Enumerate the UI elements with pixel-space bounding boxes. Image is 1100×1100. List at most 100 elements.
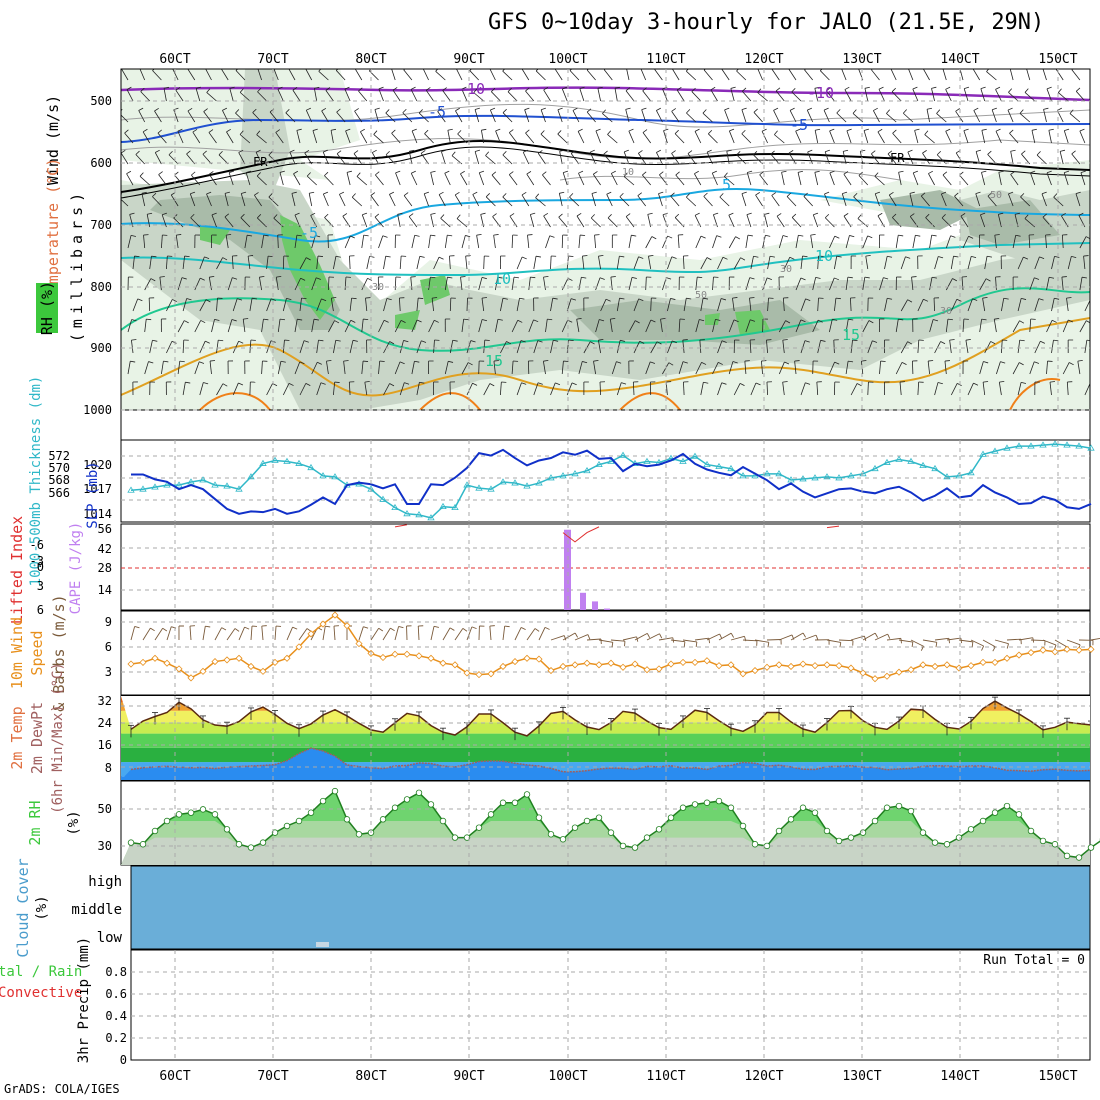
wind-barb xyxy=(589,152,596,165)
wind-barb xyxy=(775,90,785,102)
wind-barb-flag xyxy=(625,213,631,217)
wind-barb xyxy=(1071,69,1081,81)
wind-barb-flag xyxy=(721,340,727,343)
wind-barb xyxy=(967,298,973,312)
wind-barb xyxy=(1021,153,1031,165)
rh-point xyxy=(271,829,279,836)
wind-barb-flag xyxy=(150,627,155,632)
wind-barb-flag xyxy=(740,257,746,261)
wind-barb-flag xyxy=(587,634,591,640)
wind-barb xyxy=(741,90,752,102)
wind-barb-flag xyxy=(935,642,938,648)
thickness-point xyxy=(967,469,975,476)
wind-barb-flag xyxy=(543,359,549,362)
wind-point xyxy=(475,671,483,679)
wind-barb xyxy=(189,626,192,641)
wind-barb-flag xyxy=(952,278,958,282)
wind-barb-flag xyxy=(1007,107,1013,111)
wind-barb xyxy=(324,175,334,186)
time-label: 140CT xyxy=(940,1069,979,1084)
wind-barb-flag xyxy=(457,130,462,135)
wind-barb-flag xyxy=(826,87,831,92)
wind-barb xyxy=(817,340,821,354)
wind-barb xyxy=(908,69,914,81)
wind-barb xyxy=(483,340,486,354)
wind-barb-flag xyxy=(159,276,165,278)
wind-barb xyxy=(255,152,262,165)
rh2m-unit: (%) xyxy=(66,810,82,835)
y-tick-label: 0.4 xyxy=(105,1009,127,1023)
wind-barb-flag xyxy=(598,254,604,257)
wind-barb-flag xyxy=(317,361,322,365)
wind-barb xyxy=(1034,256,1040,270)
upper-label-rh: RH (%) xyxy=(38,281,56,335)
wind-barb xyxy=(691,91,702,102)
wind-barb xyxy=(417,625,420,641)
wind-barb-flag xyxy=(292,87,298,91)
wind-barb-flag xyxy=(703,69,707,71)
wind-barb xyxy=(642,174,652,186)
wind-barb-flag xyxy=(931,86,937,89)
wind-barb xyxy=(1034,341,1041,354)
wind-barb xyxy=(257,91,267,102)
wind-barb xyxy=(144,319,147,333)
wind-barb-flag xyxy=(911,641,914,648)
wind-barb xyxy=(791,217,802,228)
wind-barb-flag xyxy=(1042,213,1047,218)
wind-barb-flag xyxy=(244,626,250,630)
wind-barb-flag xyxy=(920,192,926,197)
wind-barb-flag xyxy=(1071,255,1077,258)
wind-point xyxy=(655,665,663,673)
wind-barb xyxy=(208,132,217,144)
wind-barb-flag xyxy=(852,339,858,342)
wind-barb xyxy=(292,89,301,102)
wind-barb-flag xyxy=(279,170,285,173)
thickness-point xyxy=(835,474,843,481)
wind-barb-flag xyxy=(915,234,921,237)
wind-barb-flag xyxy=(986,255,993,258)
wind-barb xyxy=(578,235,581,249)
wind-barb-flag xyxy=(543,86,549,91)
wind-point xyxy=(871,675,879,683)
wind-barb xyxy=(895,319,899,333)
wind-barb xyxy=(269,111,279,123)
wind-barb xyxy=(703,69,713,81)
wind-barb xyxy=(950,256,954,270)
temp-band xyxy=(121,722,1090,734)
wind-barb-flag xyxy=(154,107,159,112)
rh-point xyxy=(295,817,303,825)
rh-point xyxy=(259,839,267,846)
wind-barb xyxy=(375,174,384,186)
wind-barb xyxy=(746,214,752,228)
wind-barb xyxy=(595,130,601,144)
wind-barb xyxy=(884,256,888,270)
wind-barb-flag xyxy=(931,276,937,279)
wind-barb xyxy=(336,153,346,165)
wind-barb xyxy=(1024,92,1036,102)
wind-barb xyxy=(789,110,797,123)
wind-barb-flag xyxy=(190,213,195,219)
wind-barb xyxy=(187,110,196,123)
wind-barb-flag xyxy=(448,360,454,363)
wind-barb xyxy=(425,90,434,102)
y-tick-label: 570 xyxy=(48,461,70,475)
wind-barb xyxy=(786,196,797,207)
wind-barb-flag xyxy=(257,87,262,93)
wind-barb-flag xyxy=(497,318,503,321)
wind-barb xyxy=(710,89,718,102)
wind-barb xyxy=(328,276,330,291)
wind-barb xyxy=(416,382,420,396)
wind-barb xyxy=(438,194,446,207)
wind-barb-flag xyxy=(238,340,244,344)
wind-barb-flag xyxy=(687,150,693,154)
wind-barb xyxy=(1012,235,1017,249)
wind-barb-flag xyxy=(1000,361,1006,364)
wind-barb-flag xyxy=(557,107,563,111)
wind-barb xyxy=(767,256,771,270)
wind-barb xyxy=(841,193,847,207)
wind-barb xyxy=(622,636,637,641)
thickness-point xyxy=(307,463,315,471)
wind-barb xyxy=(934,341,941,354)
wind-barb-flag xyxy=(437,108,442,112)
wind-barb-flag xyxy=(795,128,801,132)
